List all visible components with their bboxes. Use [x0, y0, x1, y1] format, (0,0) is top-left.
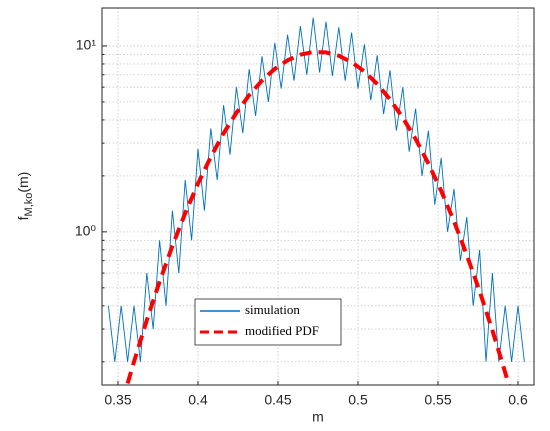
legend-label: modified PDF: [245, 323, 319, 338]
ticks: 0.35 0.4 0.45 0.5 0.55 0.6 10⁰ 10¹: [75, 37, 528, 408]
y-label-base: f: [15, 216, 31, 220]
series-line: [125, 49, 511, 385]
legend-label: simulation: [245, 302, 300, 317]
x-axis-label: m: [312, 409, 324, 425]
series-line: [107, 17, 525, 362]
x-tick-label: 0.4: [188, 392, 208, 408]
x-tick-label: 0.45: [264, 392, 291, 408]
y-label-tail: (m): [15, 172, 31, 193]
x-tick-label: 0.5: [348, 392, 368, 408]
lines: [107, 17, 525, 385]
legend: simulation modified PDF: [194, 298, 342, 346]
x-tick-label: 0.55: [424, 392, 451, 408]
axes-box: [101, 7, 535, 386]
y-tick-label: 10¹: [76, 37, 97, 53]
y-axis-label: fM,ko(m): [15, 172, 35, 221]
x-tick-label: 0.6: [508, 392, 528, 408]
x-tick-label: 0.35: [104, 392, 131, 408]
y-label-sub: M,ko: [23, 193, 35, 217]
legend-box: [194, 298, 342, 346]
y-tick-label: 10⁰: [75, 223, 97, 239]
